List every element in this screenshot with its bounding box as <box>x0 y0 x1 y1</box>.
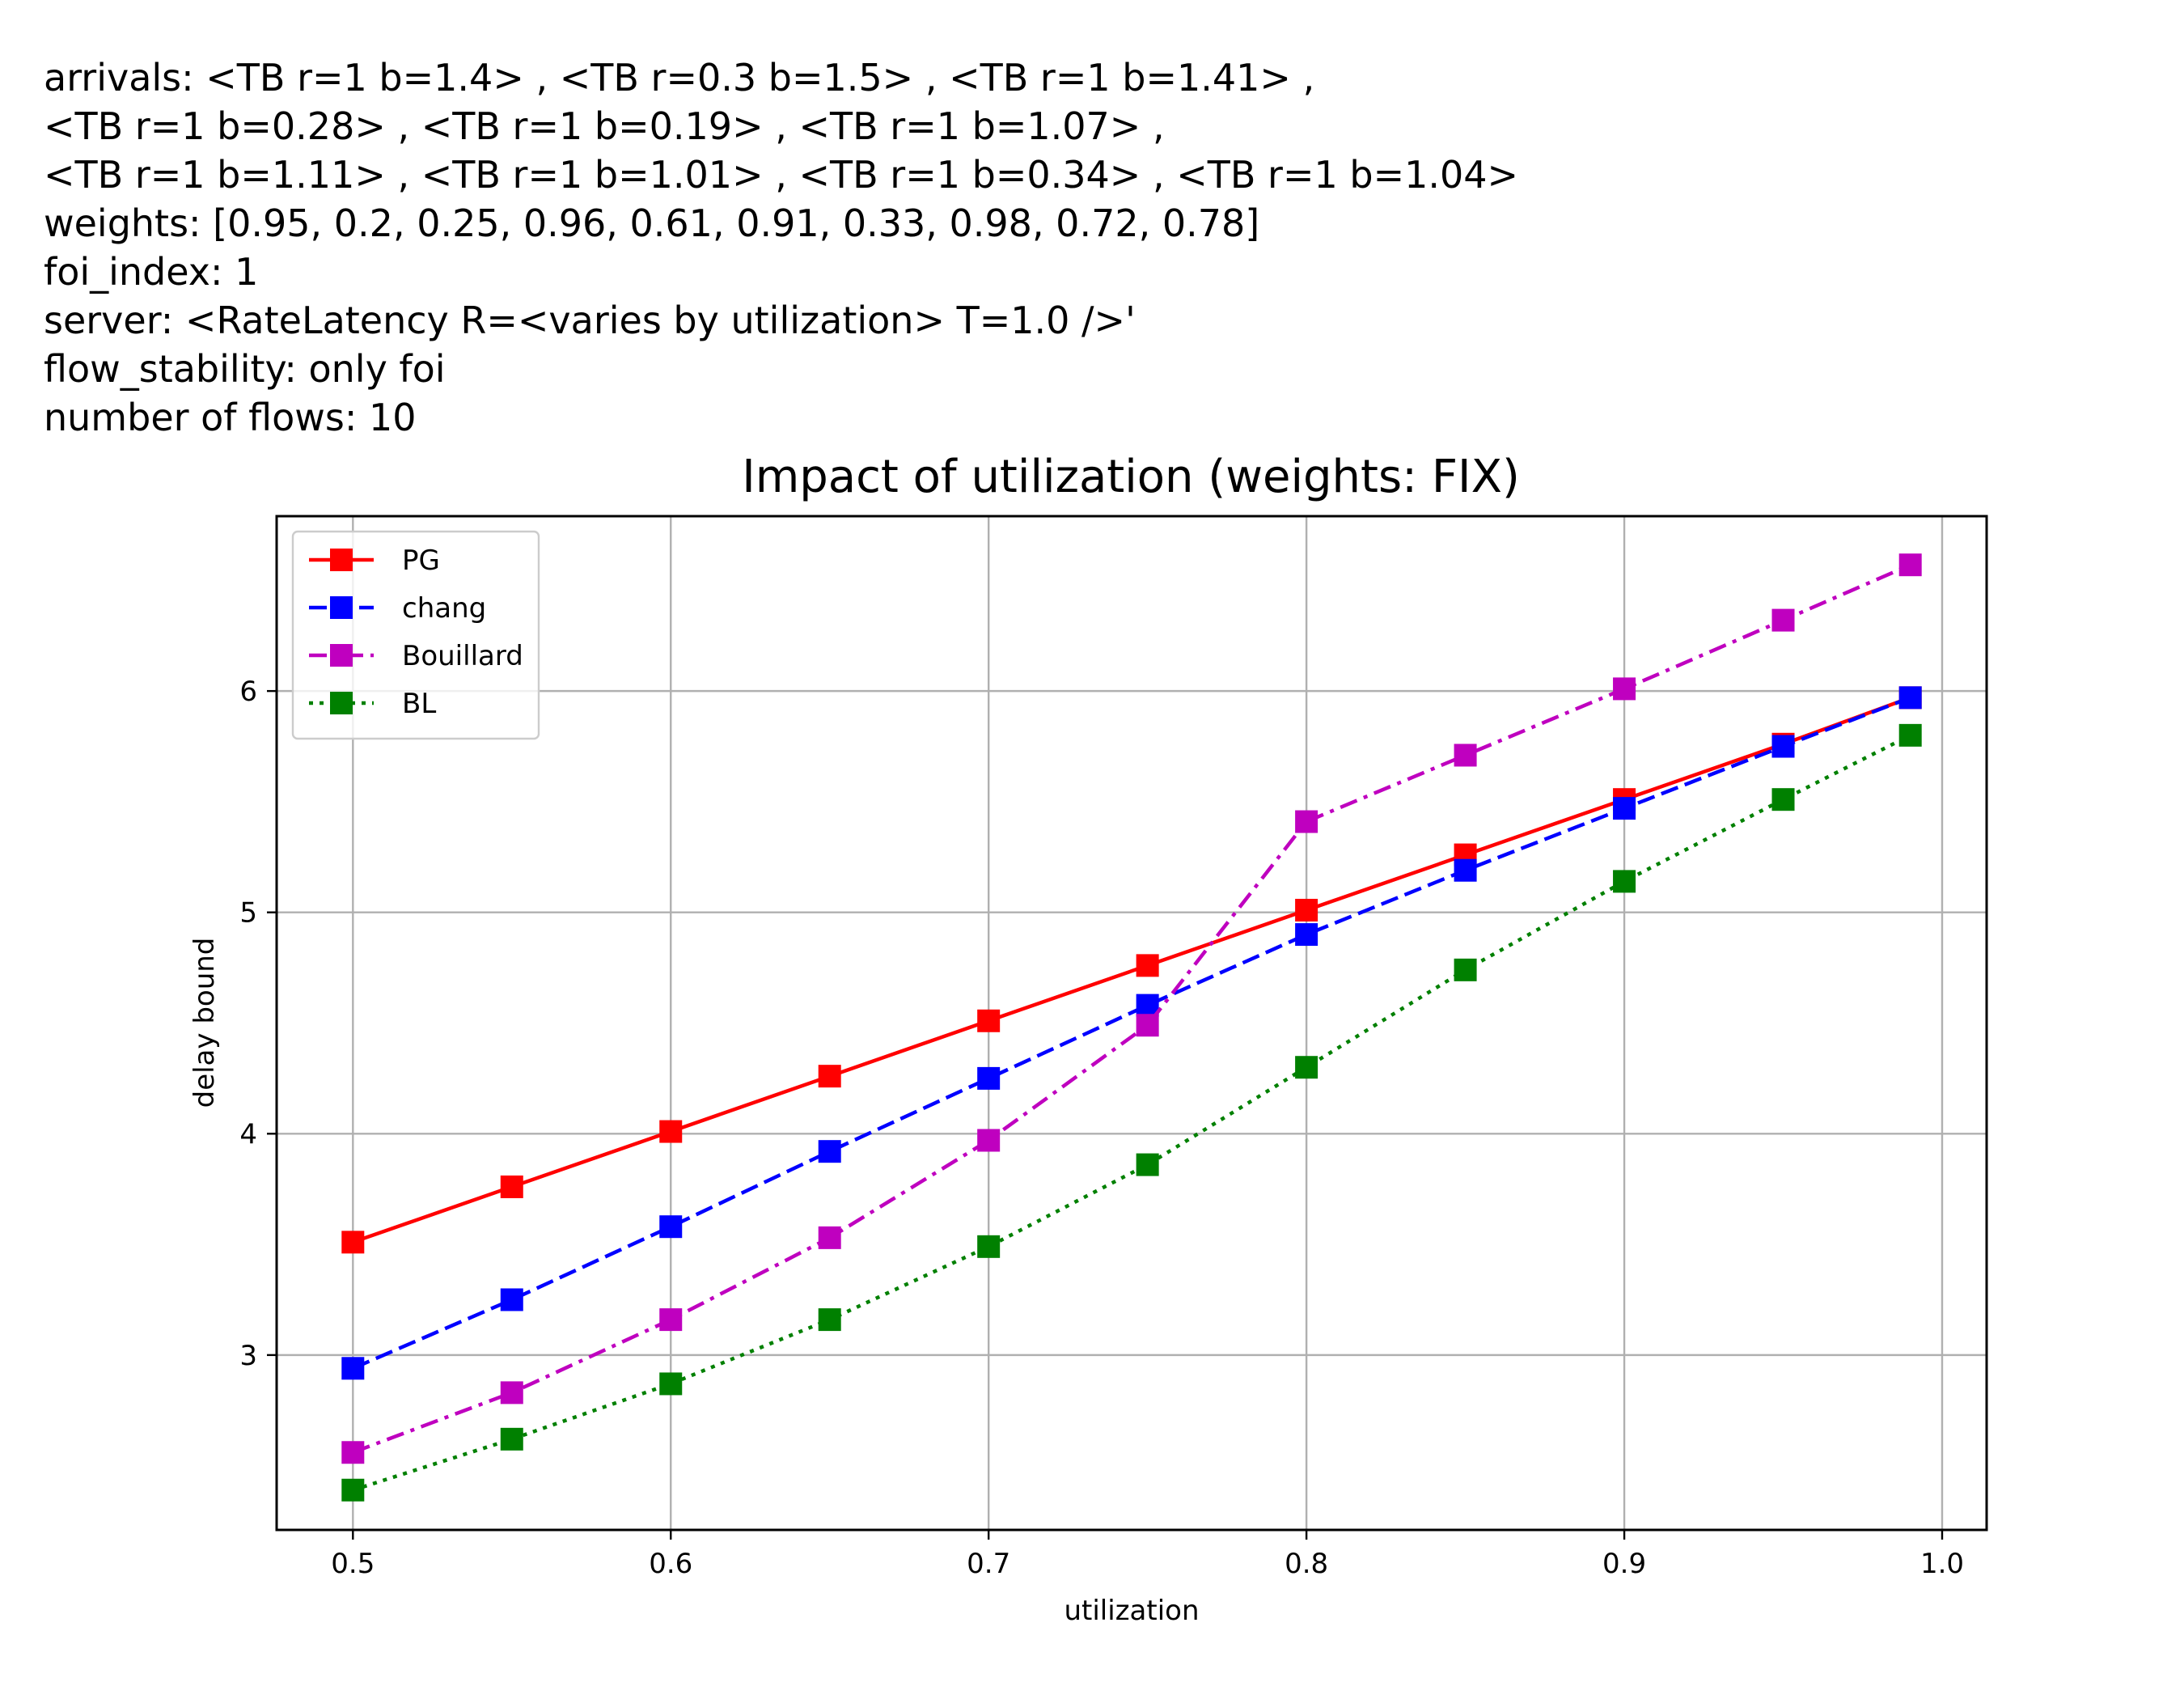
series-chang <box>341 686 1922 1380</box>
data-point-marker <box>1295 923 1318 947</box>
legend-label: BL <box>402 688 436 720</box>
data-point-marker <box>1454 958 1477 981</box>
series-bl <box>341 723 1922 1502</box>
data-point-marker <box>977 1235 1001 1258</box>
data-point-marker <box>1898 723 1922 747</box>
data-point-marker <box>500 1427 523 1451</box>
legend-label: PG <box>402 544 440 577</box>
y-axis-label: delay bound <box>188 938 221 1108</box>
data-point-marker <box>1454 858 1477 882</box>
data-point-marker <box>341 1357 365 1380</box>
data-point-marker <box>1136 1153 1159 1176</box>
data-point-marker <box>977 1066 1001 1090</box>
info-line-weights: weights: [0.95, 0.2, 0.25, 0.96, 0.61, 0… <box>44 201 1260 245</box>
data-point-marker <box>1613 677 1636 701</box>
series-line <box>352 563 1911 1455</box>
legend-marker <box>330 644 353 667</box>
data-point-marker <box>1771 735 1795 758</box>
info-line-arrivals-1: arrivals: <TB r=1 b=1.4> , <TB r=0.3 b=1… <box>44 56 1315 100</box>
data-point-marker <box>341 1478 365 1502</box>
data-point-marker <box>1295 1056 1318 1079</box>
plot-frame <box>275 515 1988 1532</box>
legend-marker <box>330 596 353 619</box>
info-line-foi-index: foi_index: 1 <box>44 250 259 294</box>
y-tick-label: 3 <box>239 1340 257 1372</box>
data-point-marker <box>1898 553 1922 577</box>
info-line-number-of-flows: number of flows: 10 <box>44 396 417 439</box>
x-tick-label: 0.7 <box>967 1548 1010 1580</box>
legend-label: Bouillard <box>402 640 523 672</box>
data-point-marker <box>1613 797 1636 820</box>
data-point-marker <box>1454 744 1477 767</box>
data-point-marker <box>659 1372 683 1396</box>
chart-title: Impact of utilization (weights: FIX) <box>742 451 1520 503</box>
data-point-marker <box>659 1120 683 1143</box>
legend-box <box>291 530 540 740</box>
info-line-arrivals-3: <TB r=1 b=1.11> , <TB r=1 b=1.01> , <TB … <box>44 153 1519 197</box>
axis-ticks: 0.5 0.6 0.7 0.8 0.9 1.0 3 4 5 6 <box>239 676 1964 1580</box>
data-point-marker <box>500 1381 523 1405</box>
series-line <box>352 733 1911 1492</box>
data-point-marker <box>818 1308 841 1332</box>
data-point-marker <box>1771 788 1795 811</box>
series-bouillard <box>341 553 1922 1464</box>
y-tick-label: 6 <box>239 676 257 708</box>
data-point-marker <box>818 1226 841 1249</box>
data-series <box>341 553 1922 1502</box>
series-pg <box>341 686 1922 1254</box>
data-point-marker <box>659 1215 683 1239</box>
data-point-marker <box>500 1288 523 1311</box>
info-line-arrivals-2: <TB r=1 b=0.28> , <TB r=1 b=0.19> , <TB … <box>44 104 1165 148</box>
data-point-marker <box>818 1140 841 1163</box>
series-line <box>352 696 1911 1244</box>
x-axis-label: utilization <box>1064 1595 1199 1627</box>
x-tick-label: 0.9 <box>1602 1548 1646 1580</box>
info-line-flow-stability: flow_stability: only foi <box>44 347 446 391</box>
legend-label: chang <box>402 592 486 625</box>
data-point-marker <box>818 1065 841 1088</box>
x-tick-label: 1.0 <box>1920 1548 1964 1580</box>
data-point-marker <box>659 1308 683 1332</box>
data-point-marker <box>341 1441 365 1464</box>
x-tick-label: 0.6 <box>649 1548 692 1580</box>
data-point-marker <box>1613 870 1636 893</box>
data-point-marker <box>341 1231 365 1254</box>
chart-info-text: arrivals: <TB r=1 b=1.4> , <TB r=0.3 b=1… <box>44 53 1518 442</box>
series-line <box>352 696 1911 1371</box>
data-point-marker <box>1898 686 1922 710</box>
legend-marker <box>330 692 353 714</box>
legend-marker <box>330 549 353 571</box>
data-point-marker <box>1136 954 1159 977</box>
data-point-marker <box>1295 810 1318 833</box>
y-tick-label: 4 <box>239 1118 257 1150</box>
data-point-marker <box>1136 1014 1159 1037</box>
data-point-marker <box>977 1009 1001 1032</box>
y-tick-label: 5 <box>239 897 257 930</box>
legend: PG chang Bouillard BL <box>291 530 540 740</box>
data-point-marker <box>500 1175 523 1198</box>
data-point-marker <box>1771 608 1795 632</box>
x-tick-label: 0.8 <box>1285 1548 1328 1580</box>
x-tick-label: 0.5 <box>331 1548 375 1580</box>
data-point-marker <box>977 1129 1001 1152</box>
info-line-server: server: <RateLatency R=<varies by utiliz… <box>44 299 1136 342</box>
data-point-marker <box>1295 898 1318 922</box>
